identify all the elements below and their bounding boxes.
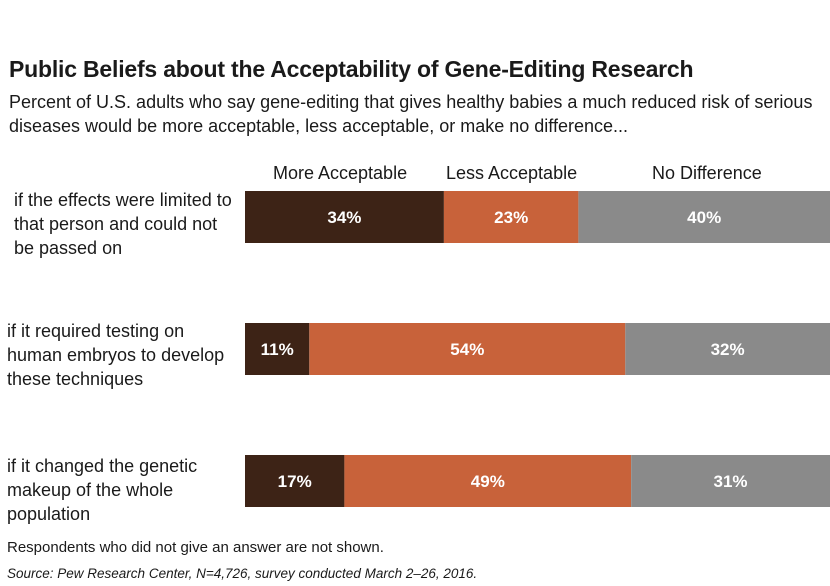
- data-label-no-difference-row-2: 32%: [711, 340, 745, 359]
- legend-no-difference: No Difference: [652, 163, 762, 183]
- data-label-less-acceptable-row-1: 23%: [494, 208, 528, 227]
- chart-subtitle: Percent of U.S. adults who say gene-edit…: [9, 92, 813, 136]
- row-label-embryo-testing: if it required testing on human embryos …: [7, 321, 225, 389]
- bar-segment-more-acceptable-row-3: [245, 455, 345, 507]
- data-label-more-acceptable-row-2: 11%: [261, 340, 294, 359]
- bar-segment-less-acceptable-row-3: [344, 455, 631, 507]
- data-label-less-acceptable-row-3: 49%: [471, 472, 505, 491]
- row-label-whole-population: if it changed the genetic makeup of the …: [7, 456, 198, 524]
- bar-segment-less-acceptable-row-2: [309, 323, 626, 375]
- data-label-more-acceptable-row-3: 17%: [278, 472, 312, 491]
- bar-segment-more-acceptable-row-1: [245, 191, 444, 243]
- bar-segment-no-difference-row-3: [631, 455, 830, 507]
- legend-more-acceptable: More Acceptable: [273, 163, 408, 183]
- footnote: Respondents who did not give an answer a…: [7, 539, 384, 556]
- chart-title: Public Beliefs about the Acceptability o…: [9, 56, 694, 82]
- source-note: Source: Pew Research Center, N=4,726, su…: [7, 566, 478, 581]
- data-label-less-acceptable-row-2: 54%: [450, 340, 484, 359]
- data-label-more-acceptable-row-1: 34%: [327, 208, 361, 227]
- row-label-effects-limited: if the effects were limited to that pers…: [14, 190, 232, 258]
- legend-less-acceptable: Less Acceptable: [446, 163, 578, 183]
- bar-segment-no-difference-row-2: [625, 323, 830, 375]
- bar-segment-more-acceptable-row-2: [245, 323, 310, 375]
- bar-segment-no-difference-row-1: [578, 191, 830, 243]
- bar-segment-less-acceptable-row-1: [443, 191, 579, 243]
- data-label-no-difference-row-1: 40%: [687, 208, 721, 227]
- data-label-no-difference-row-3: 31%: [713, 472, 747, 491]
